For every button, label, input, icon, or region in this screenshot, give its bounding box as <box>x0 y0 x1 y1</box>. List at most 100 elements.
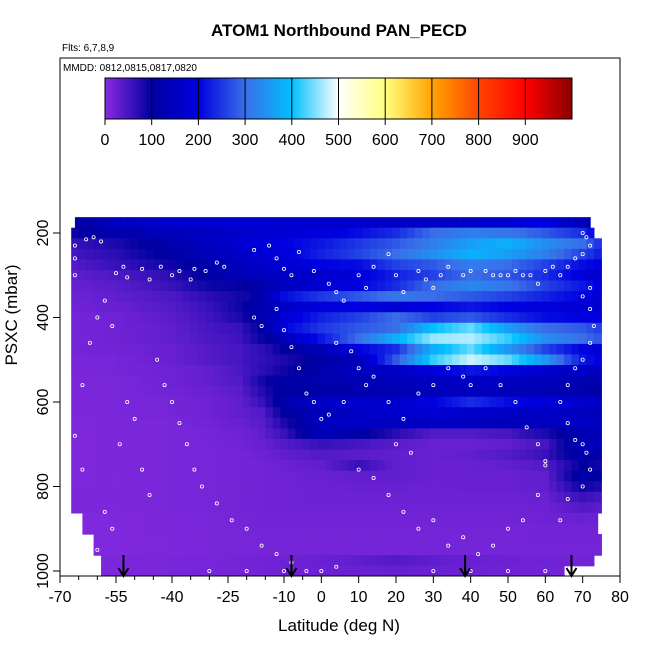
heatmap-cell <box>474 227 483 239</box>
heatmap-cell <box>489 491 498 503</box>
heatmap-cell <box>564 354 573 366</box>
heatmap-cell <box>354 259 363 271</box>
heatmap-cell <box>130 407 139 419</box>
heatmap-cell <box>302 238 311 250</box>
heatmap-cell <box>242 227 251 239</box>
observation-point <box>431 383 436 388</box>
heatmap-cell <box>235 396 244 408</box>
colorbar: 0 100 200 300 400 500 600 700 800 900 <box>101 77 573 149</box>
heatmap-cell <box>556 227 565 239</box>
heatmap-cell <box>250 375 259 387</box>
heatmap-cell <box>407 291 416 303</box>
heatmap-cell <box>272 428 281 440</box>
heatmap-cell <box>429 365 438 377</box>
heatmap-cell <box>78 491 87 503</box>
heatmap-cell <box>213 428 222 440</box>
heatmap-cell <box>541 375 550 387</box>
heatmap-cell <box>205 343 214 356</box>
heatmap-cell <box>481 449 490 461</box>
heatmap-cell <box>145 470 154 482</box>
heatmap-cell <box>93 365 102 377</box>
heatmap-cell <box>157 512 166 525</box>
heatmap-cell <box>474 333 483 345</box>
heatmap-cell <box>134 217 143 229</box>
heatmap-cell <box>526 491 535 503</box>
heatmap-cell <box>549 291 558 303</box>
heatmap-cell <box>519 227 528 239</box>
heatmap-cell <box>369 460 378 472</box>
observation-point <box>72 433 77 438</box>
heatmap-cell <box>399 428 408 440</box>
heatmap-cell <box>549 343 558 356</box>
heatmap-cell <box>145 386 154 398</box>
heatmap-cell <box>369 386 378 398</box>
heatmap-cell <box>504 544 513 556</box>
heatmap-cell <box>526 544 535 556</box>
heatmap-layer <box>71 217 602 576</box>
heatmap-cell <box>265 470 274 482</box>
heatmap-cell <box>295 354 304 366</box>
heatmap-cell <box>93 386 102 398</box>
heatmap-cell <box>216 217 225 229</box>
heatmap-cell <box>444 438 453 451</box>
heatmap-cell <box>407 248 416 261</box>
heatmap-cell <box>519 301 528 313</box>
heatmap-cell <box>317 227 326 239</box>
heatmap-cell <box>549 460 558 472</box>
heatmap-cell <box>377 259 386 271</box>
heatmap-cell <box>313 217 322 229</box>
heatmap-cell <box>534 291 543 303</box>
heatmap-cell <box>145 291 154 303</box>
heatmap-cell <box>474 280 483 292</box>
heatmap-cell <box>235 322 244 334</box>
heatmap-cell <box>564 407 573 419</box>
heatmap-cell <box>198 269 207 282</box>
heatmap-cell <box>213 438 222 451</box>
heatmap-cell <box>362 322 371 334</box>
heatmap-cell <box>175 322 184 334</box>
heatmap-cell <box>130 396 139 408</box>
heatmap-cell <box>369 248 378 261</box>
heatmap-cell <box>511 354 520 366</box>
heatmap-cell <box>504 491 513 503</box>
heatmap-cell <box>71 269 80 282</box>
heatmap-cell <box>504 238 513 250</box>
heatmap-cell <box>452 565 461 576</box>
heatmap-cell <box>280 481 289 493</box>
heatmap-cell <box>246 523 255 535</box>
heatmap-cell <box>190 470 199 482</box>
heatmap-cell <box>354 269 363 282</box>
heatmap-cell <box>399 386 408 398</box>
heatmap-cell <box>392 565 401 576</box>
heatmap-cell <box>145 407 154 419</box>
heatmap-cell <box>287 396 296 408</box>
heatmap-cell <box>466 227 475 239</box>
heatmap-cell <box>429 396 438 408</box>
heatmap-cell <box>519 354 528 366</box>
heatmap-cell <box>586 227 595 239</box>
heatmap-cell <box>362 565 371 576</box>
heatmap-cell <box>123 417 132 430</box>
heatmap-cell <box>93 322 102 334</box>
heatmap-cell <box>101 460 110 472</box>
heatmap-cell <box>86 375 95 387</box>
colorbar-tick-label: 400 <box>278 132 305 149</box>
heatmap-cell <box>257 470 266 482</box>
heatmap-cell <box>429 438 438 451</box>
heatmap-cell <box>250 470 259 482</box>
heatmap-cell <box>504 354 513 366</box>
heatmap-cell <box>347 481 356 493</box>
observation-point <box>162 383 167 388</box>
heatmap-cell <box>86 491 95 503</box>
heatmap-cell <box>228 227 237 239</box>
heatmap-cell <box>481 491 490 503</box>
heatmap-cell <box>220 312 229 324</box>
heatmap-cell <box>145 248 154 261</box>
heatmap-cell <box>407 375 416 387</box>
heatmap-cell <box>340 291 349 303</box>
heatmap-cell <box>228 322 237 334</box>
heatmap-cell <box>153 333 162 345</box>
heatmap-cell <box>153 322 162 334</box>
heatmap-cell <box>160 396 169 408</box>
heatmap-cell <box>429 481 438 493</box>
